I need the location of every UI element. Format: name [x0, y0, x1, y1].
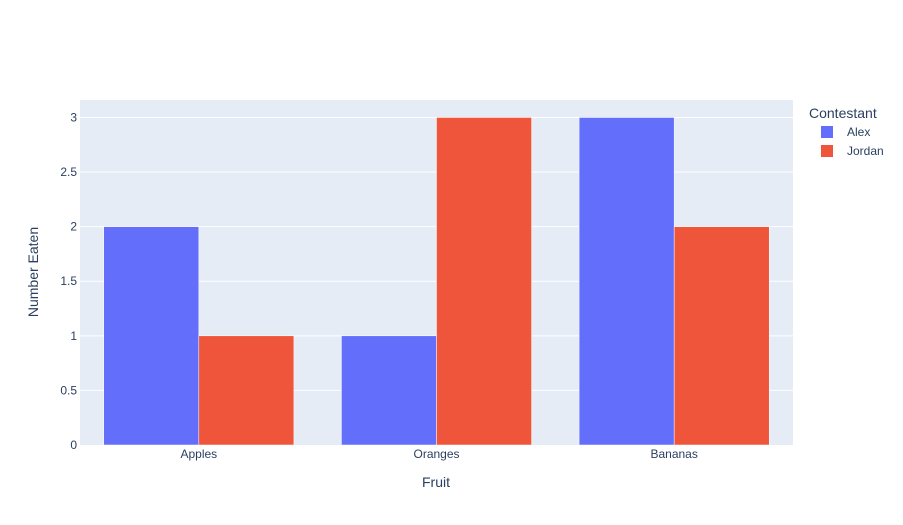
y-tick-label: 0.5	[60, 383, 77, 397]
legend-label: Alex	[847, 125, 870, 139]
legend-swatch	[821, 126, 833, 138]
legend-item-alex[interactable]: Alex	[821, 125, 870, 139]
y-tick-label: 1.5	[60, 274, 77, 288]
legend-swatch	[821, 145, 833, 157]
bar-alex-bananas[interactable]	[578, 117, 675, 446]
y-tick-label: 1	[70, 329, 77, 343]
legend[interactable]: Contestant Alex Jordan	[809, 105, 884, 158]
x-axis-title: Fruit	[422, 474, 450, 490]
x-axis-ticks: Apples Oranges Bananas	[180, 447, 697, 461]
y-axis-title: Number Eaten	[25, 227, 41, 317]
bar-jordan-oranges[interactable]	[436, 117, 532, 446]
bar-alex-apples[interactable]	[103, 226, 200, 446]
bars	[103, 117, 770, 446]
x-tick-label: Oranges	[413, 447, 459, 461]
x-tick-label: Bananas	[650, 447, 697, 461]
legend-title: Contestant	[809, 105, 877, 121]
y-tick-label: 0	[70, 438, 77, 452]
bar-jordan-apples[interactable]	[198, 335, 295, 446]
bar-alex-oranges[interactable]	[341, 335, 437, 446]
bar-jordan-bananas[interactable]	[673, 226, 770, 446]
legend-item-jordan[interactable]: Jordan	[821, 144, 884, 158]
y-tick-label: 2	[70, 220, 77, 234]
x-tick-label: Apples	[180, 447, 217, 461]
y-tick-label: 2.5	[60, 165, 77, 179]
y-axis-ticks: 0 0.5 1 1.5 2 2.5 3	[60, 110, 77, 452]
y-tick-label: 3	[70, 110, 77, 124]
legend-label: Jordan	[847, 144, 884, 158]
